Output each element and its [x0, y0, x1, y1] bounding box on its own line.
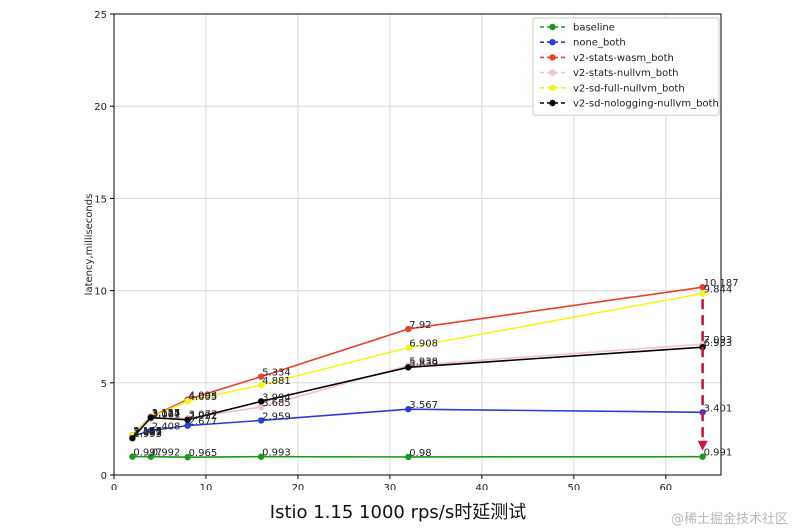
data-point: [257, 417, 265, 424]
plot-frame: [113, 13, 722, 476]
data-label: 3.685: [262, 398, 291, 409]
data-point: [257, 373, 265, 380]
data-label: 6.933: [704, 338, 733, 349]
data-point: [257, 453, 265, 460]
data-label: 10.187: [704, 278, 739, 289]
data-label: 0.992: [152, 448, 181, 459]
data-point: [184, 422, 191, 429]
data-label: 4.881: [262, 376, 291, 387]
data-point: [147, 453, 154, 460]
data-label: 2.992: [189, 411, 218, 422]
x-tick-label: 60: [659, 483, 672, 490]
legend-label: none_both: [573, 38, 626, 49]
data-point: [405, 325, 412, 333]
data-point: [699, 290, 706, 297]
data-point: [405, 364, 412, 371]
y-tick-label: 0: [101, 471, 107, 482]
legend-label: v2-stats-nullvm_both: [573, 68, 679, 79]
annotations: [697, 299, 708, 451]
data-label: 3.077: [189, 409, 218, 420]
legend-swatch-marker: [549, 54, 556, 61]
legend-swatch-marker: [549, 23, 556, 31]
data-point: [405, 453, 412, 461]
y-tick-label: 15: [94, 194, 107, 205]
data-label: 9.844: [704, 284, 733, 295]
data-label: 3.114: [152, 409, 181, 420]
data-label: 3.567: [409, 400, 438, 411]
data-label: 5.334: [262, 368, 291, 379]
axis-ticks: 0 10 20 30 40 50 60 0 5 10 15 20 25: [94, 10, 672, 490]
y-axis-label: latency,milliseconds: [84, 194, 95, 296]
legend-swatch-marker: [549, 99, 556, 107]
data-label: 0.965: [189, 448, 218, 459]
data-point: [405, 406, 412, 413]
data-point: [147, 427, 154, 434]
data-label: 0.993: [262, 448, 291, 459]
data-label: 2.121: [133, 427, 162, 438]
watermark: @稀土掘金技术社区: [670, 512, 788, 527]
data-label: 2.959: [262, 411, 291, 422]
data-point: [405, 344, 412, 351]
data-label: 2.143: [133, 426, 162, 437]
data-label: 7.093: [704, 335, 733, 346]
x-tick-label: 0: [111, 483, 117, 490]
legend-swatch-marker: [549, 39, 556, 46]
legend-swatch-marker: [549, 84, 556, 92]
data-label: 3.155: [152, 408, 181, 419]
y-tick-label: 25: [94, 10, 107, 21]
legend: baseline none_both v2-stats-wasm_both v2-st…: [532, 17, 720, 116]
data-label: 0.98: [409, 448, 431, 459]
data-label: 0.991: [704, 448, 733, 459]
data-point: [184, 454, 191, 461]
data-point: [257, 403, 265, 411]
data-label: 4.005: [189, 392, 218, 403]
data-point: [699, 283, 706, 291]
data-label: 2.099: [133, 427, 162, 438]
dashed-arrow-head: [697, 440, 708, 451]
data-point: [257, 398, 265, 405]
series-line: [132, 408, 703, 438]
x-tick-label: 20: [292, 483, 305, 490]
data-point: [129, 453, 136, 460]
data-label: 0.997: [133, 448, 162, 459]
data-label: 3.401: [704, 403, 733, 414]
data-point: [129, 435, 136, 442]
x-tick-label: 40: [476, 483, 489, 490]
legend-label: v2-sd-full-nullvm_both: [573, 83, 685, 94]
data-point: [184, 397, 191, 405]
y-tick-label: 10: [94, 287, 107, 298]
figure-caption: Istio 1.15 1000 rps/s时延测试: [269, 502, 527, 523]
x-tick-label: 50: [567, 483, 580, 490]
data-label: 2.677: [189, 417, 218, 428]
data-point: [257, 381, 265, 389]
data-label: 1.993: [133, 429, 162, 440]
data-label: 5.839: [409, 358, 438, 369]
x-tick-label: 10: [200, 483, 213, 490]
data-label: 2.157: [133, 426, 162, 437]
legend-label: baseline: [573, 23, 615, 34]
data-label: 3.127: [152, 408, 181, 419]
data-label: 3.994: [262, 392, 291, 403]
data-point: [147, 414, 154, 421]
x-tick-label: 30: [384, 483, 397, 490]
data-label: 5.938: [409, 357, 438, 368]
legend-swatch-marker: [549, 69, 556, 76]
data-label: 2.408: [152, 422, 181, 433]
y-tick-label: 5: [101, 379, 107, 390]
series-line: [131, 346, 703, 439]
data-point: [184, 416, 191, 424]
series-group: [129, 283, 706, 461]
legend-label: v2-stats-wasm_both: [573, 53, 674, 64]
data-point: [699, 453, 706, 460]
data-label: 4.093: [189, 391, 218, 402]
legend-box: [532, 17, 720, 116]
data-label: 6.908: [409, 339, 438, 350]
data-label: 7.92: [409, 320, 431, 331]
y-tick-label: 20: [94, 102, 107, 113]
data-label: 3.061: [152, 410, 181, 421]
legend-label: v2-sd-nologging-nullvm_both: [573, 99, 719, 110]
